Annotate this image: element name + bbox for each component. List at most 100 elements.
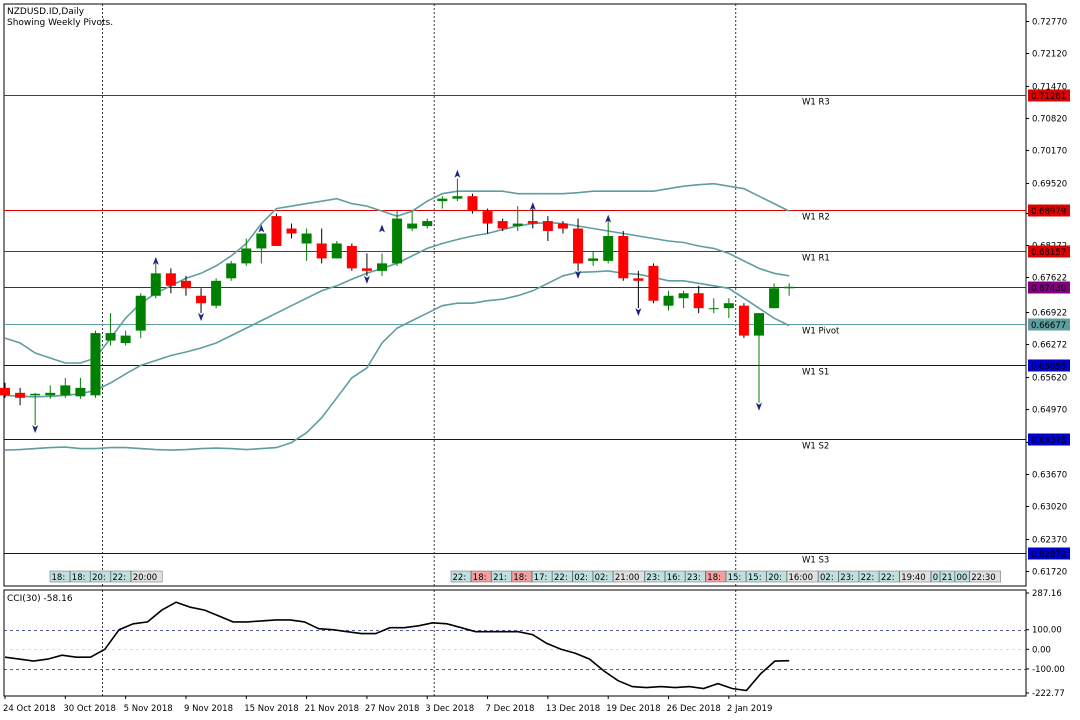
candle-body	[542, 221, 553, 232]
pivot-price-tag-text: 0.64375	[1031, 436, 1066, 446]
cci-line	[4, 601, 790, 692]
candle-body	[708, 308, 719, 310]
price-tick-label: 0.66922	[1032, 309, 1067, 319]
time-tag-text: 21	[942, 573, 953, 583]
bull-candle	[90, 330, 101, 398]
time-tag-text: 16:	[667, 573, 681, 583]
time-tag	[899, 570, 931, 583]
candle-body	[618, 236, 629, 279]
pivot-label: W1 S3	[802, 556, 829, 566]
price-tick-label: 0.67622	[1032, 274, 1067, 284]
session-time-tags: 18: 18: 20: 22: 20:00 22: 18: 21: 18: 17: 22: 02: 02…	[49, 570, 1001, 583]
time-tag	[818, 570, 839, 583]
candle-body	[407, 223, 418, 229]
fractal-up-arrow	[529, 202, 536, 211]
candle-body	[256, 233, 267, 249]
time-tag-text: 20:	[768, 573, 782, 583]
price-tick-label: 0.70170	[1032, 147, 1067, 157]
time-tag	[450, 570, 472, 583]
price-panel[interactable]	[3, 3, 1027, 587]
bear-candle	[346, 243, 357, 271]
candle-body	[648, 265, 659, 301]
price-tick-label: 0.63670	[1032, 471, 1067, 481]
date-label: 9 Nov 2018	[184, 704, 233, 714]
price-tick-label: 0.72120	[1032, 50, 1067, 60]
period-separators	[102, 4, 737, 696]
bear-candle	[196, 288, 207, 314]
fractal-up-arrow	[605, 214, 612, 223]
candle-body	[723, 303, 734, 309]
bull-candle	[301, 228, 312, 261]
bear-candle	[497, 218, 508, 232]
pivot-price-tags: 0.71281 0.68979 0.68157 0.66677 0.65855 0.643…	[1028, 89, 1070, 560]
fractal-up-arrow	[379, 224, 385, 233]
candle-body	[738, 305, 749, 336]
time-tag	[531, 570, 553, 583]
candle-body	[784, 286, 795, 289]
time-tag-text: 23:	[687, 573, 701, 583]
time-tag-text: 02:	[820, 573, 834, 583]
cci-axis: 287.16 100.00 0.00 -100.00 -222.77	[1026, 589, 1065, 699]
bear-candle	[542, 216, 553, 241]
time-tag	[838, 570, 859, 583]
candle-body	[241, 248, 252, 264]
bull-candle	[75, 377, 86, 399]
pivot-label: W1 Pivot	[802, 327, 840, 337]
time-tag	[746, 570, 767, 583]
candle-body	[0, 387, 10, 396]
date-label: 24 Oct 2018	[3, 704, 56, 714]
candle-body	[331, 243, 342, 259]
bull-candle	[241, 238, 252, 266]
candle-body	[301, 233, 312, 244]
bear-candle	[15, 387, 26, 406]
bear-candle	[573, 218, 584, 271]
pivot-price-tag	[1028, 245, 1070, 258]
time-tag	[969, 570, 1001, 583]
bear-candle	[633, 270, 644, 309]
time-tag-text: 18:	[72, 573, 86, 583]
time-tag	[552, 570, 573, 583]
pivot-price-tag-text: 0.66677	[1031, 321, 1066, 331]
cci-tick-label: 100.00	[1032, 626, 1062, 636]
candle-body	[286, 228, 297, 234]
candle-body	[211, 280, 222, 306]
chart-subtitle: Showing Weekly Pivots.	[7, 18, 113, 28]
candle-body	[30, 393, 41, 396]
candle-body	[693, 293, 704, 309]
cci-panel[interactable]	[3, 589, 1027, 697]
candle-body	[316, 243, 327, 259]
time-tag	[49, 570, 71, 583]
time-tag-text: 22:	[881, 573, 895, 583]
price-tick-label: 0.70820	[1032, 115, 1067, 125]
pivot-label: W1 S2	[802, 442, 829, 452]
date-axis: 24 Oct 2018 30 Oct 2018 5 Nov 2018 9 Nov 20…	[3, 696, 772, 714]
candle-body	[497, 221, 508, 229]
time-tag	[930, 570, 941, 583]
candle-body	[361, 268, 372, 271]
current-price-tag	[1028, 281, 1070, 294]
price-tick-label: 0.66272	[1032, 341, 1067, 351]
time-tag	[491, 570, 512, 583]
time-tag	[940, 570, 955, 583]
bull-candle	[769, 283, 780, 309]
bull-candle	[120, 330, 131, 346]
time-tag-text: 21:00	[615, 573, 640, 583]
time-tag	[725, 570, 747, 583]
bull-candle	[452, 178, 463, 202]
time-tag	[954, 570, 970, 583]
fractal-up-arrow	[454, 169, 461, 178]
price-tick-label: 0.62370	[1032, 536, 1067, 546]
bull-candle	[588, 250, 599, 266]
time-tag-text: 18:	[473, 573, 487, 583]
date-label: 19 Dec 2018	[606, 704, 660, 714]
date-label: 7 Dec 2018	[486, 704, 535, 714]
date-label: 3 Dec 2018	[425, 704, 474, 714]
time-tag-text: 22:	[554, 573, 568, 583]
candle-body	[452, 196, 463, 199]
bull-candle	[135, 293, 146, 339]
time-tag-text: 22:	[453, 573, 467, 583]
bear-candle	[557, 221, 568, 234]
fractal-arrows	[32, 169, 762, 434]
bull-candle	[678, 290, 689, 309]
